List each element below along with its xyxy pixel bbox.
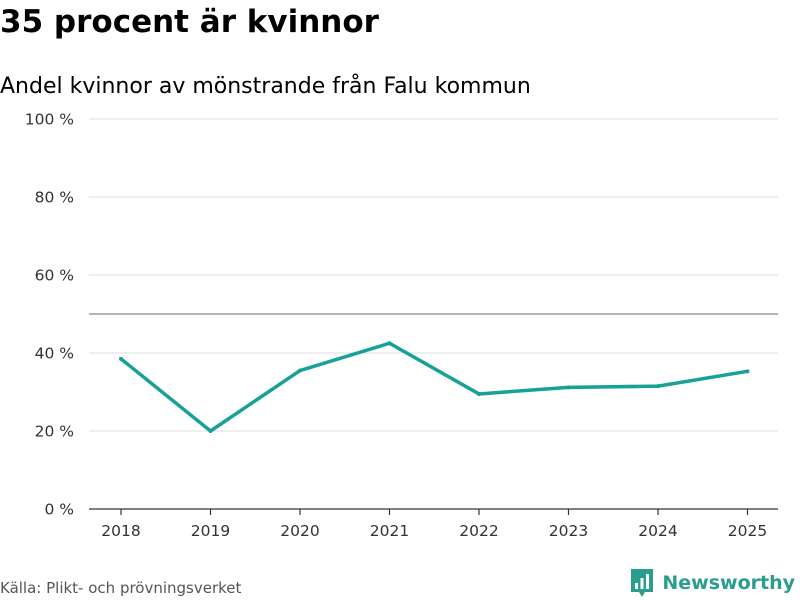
y-tick-label: 40 % bbox=[35, 345, 74, 363]
axis-layer bbox=[89, 508, 778, 515]
x-tick-label: 2022 bbox=[459, 522, 498, 540]
chart-title: 35 procent är kvinnor bbox=[0, 4, 379, 40]
x-tick-label: 2023 bbox=[549, 522, 588, 540]
data-point bbox=[387, 341, 392, 346]
data-point bbox=[656, 384, 660, 389]
data-point bbox=[298, 368, 302, 373]
source-note: Källa: Plikt- och prövningsverket bbox=[0, 579, 242, 597]
x-tick-label: 2025 bbox=[728, 522, 767, 540]
series-layer bbox=[119, 341, 750, 433]
x-tick-label: 2024 bbox=[638, 522, 677, 540]
data-point bbox=[745, 369, 750, 374]
y-tick-label: 100 % bbox=[25, 111, 74, 129]
x-tick-label: 2018 bbox=[101, 522, 140, 540]
data-point bbox=[208, 429, 213, 433]
brand-name: Newsworthy bbox=[662, 572, 795, 594]
x-tick-label: 2021 bbox=[370, 522, 409, 540]
data-point bbox=[566, 385, 571, 390]
y-tick-label: 80 % bbox=[35, 189, 74, 207]
data-point bbox=[477, 391, 481, 396]
series-line bbox=[119, 341, 750, 433]
brand: Newsworthy bbox=[630, 568, 795, 598]
grid-layer bbox=[89, 118, 778, 432]
data-point bbox=[119, 356, 123, 361]
x-tick-label: 2019 bbox=[191, 522, 230, 540]
tick-label-layer: 0 % 20 % 40 % 60 % 80 % 100 % 2018 2019 2020 2021… bbox=[25, 111, 767, 541]
newsworthy-logo-icon bbox=[631, 569, 654, 597]
chart-subtitle: Andel kvinnor av mönstrande från Falu ko… bbox=[0, 74, 531, 99]
y-tick-label: 0 % bbox=[44, 501, 74, 519]
y-tick-label: 20 % bbox=[35, 423, 74, 441]
y-tick-label: 60 % bbox=[35, 267, 74, 285]
x-tick-label: 2020 bbox=[280, 522, 319, 540]
